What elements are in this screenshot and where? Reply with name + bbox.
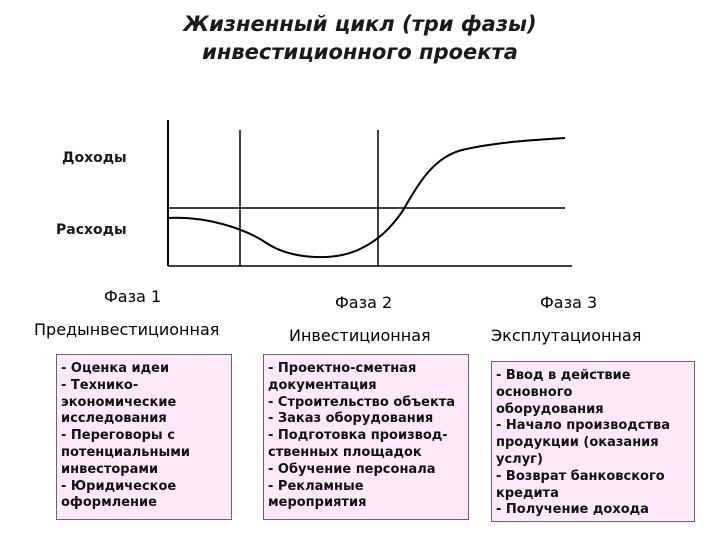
list-item: - Возврат банковского кредита — [496, 468, 665, 501]
list-item: - Проектно-сметная документация — [268, 361, 417, 393]
list-item: - Технико- экономические исследования — [61, 377, 177, 427]
phase-3-activities: - Ввод в действие основного оборудования… — [491, 361, 695, 522]
list-item: - Обучение персонала — [268, 461, 436, 477]
phase-3-name: Фаза 3 — [540, 293, 598, 312]
list-item: - Рекламные мероприятия — [268, 478, 367, 511]
phase-2-type: Инвестиционная — [289, 326, 431, 345]
title-line-2: инвестиционного проекта — [202, 40, 518, 64]
list-item: - Начало производства продукции (оказани… — [496, 418, 671, 467]
list-item: - Заказ оборудования — [268, 411, 434, 427]
list-item: - Переговоры с потенциальными инвесторам… — [61, 428, 190, 477]
cashflow-curve — [167, 137, 566, 259]
phase-1-name: Фаза 1 — [104, 287, 162, 306]
phase-1-type: Предынвестиционная — [34, 320, 220, 339]
income-label: Доходы — [62, 150, 127, 166]
list-item: - Получение дохода — [496, 502, 649, 518]
list-item: - Ввод в действие основного оборудования — [496, 368, 631, 417]
phase-3-type: Эксплутационная — [491, 326, 642, 345]
phase-2-name: Фаза 2 — [335, 293, 393, 312]
list-item: - Подготовка производ- ственных площадок — [268, 428, 448, 460]
list-item: - Строительство объекта — [268, 394, 456, 410]
phase-1-activities: - Оценка идеи - Технико- экономические и… — [56, 354, 232, 520]
expenses-label: Расходы — [56, 222, 127, 238]
list-item: - Оценка идеи — [61, 361, 170, 376]
list-item: - Юридическое оформление — [61, 478, 177, 511]
title-line-1: Жизненный цикл (три фазы) — [183, 12, 537, 36]
phase-2-activities: - Проектно-сметная документация - Строит… — [263, 354, 469, 520]
page-title: Жизненный цикл (три фазы) инвестиционног… — [0, 10, 720, 66]
